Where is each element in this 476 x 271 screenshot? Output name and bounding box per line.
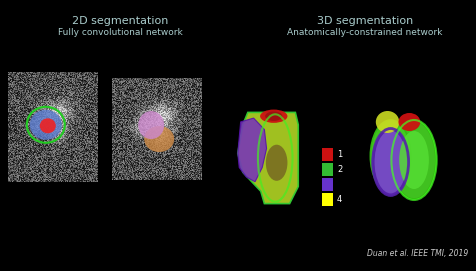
Bar — [321, 178, 332, 191]
Ellipse shape — [265, 145, 287, 181]
Bar — [321, 148, 332, 161]
Polygon shape — [237, 118, 266, 182]
Text: Fully convolutional network: Fully convolutional network — [58, 28, 182, 37]
Ellipse shape — [373, 130, 407, 195]
Ellipse shape — [397, 113, 419, 131]
Ellipse shape — [369, 120, 410, 192]
Text: 2: 2 — [336, 165, 342, 174]
Text: 3D segmentation: 3D segmentation — [316, 16, 412, 26]
Ellipse shape — [40, 118, 56, 133]
Ellipse shape — [375, 111, 398, 133]
Text: 4: 4 — [336, 195, 342, 204]
Ellipse shape — [391, 121, 435, 199]
Text: 2D segmentation: 2D segmentation — [72, 16, 168, 26]
Bar — [8, 72, 98, 182]
Ellipse shape — [265, 111, 282, 121]
Text: 1: 1 — [336, 150, 342, 159]
Ellipse shape — [144, 126, 174, 152]
Bar — [112, 78, 201, 180]
Text: Duan et al. IEEE TMI, 2019: Duan et al. IEEE TMI, 2019 — [366, 249, 467, 258]
Ellipse shape — [398, 131, 428, 189]
Text: Anatomically-constrained network: Anatomically-constrained network — [287, 28, 442, 37]
Bar — [321, 193, 332, 206]
Ellipse shape — [259, 109, 287, 123]
Ellipse shape — [138, 111, 164, 139]
Polygon shape — [237, 112, 298, 204]
Ellipse shape — [30, 110, 62, 140]
Bar — [321, 163, 332, 176]
